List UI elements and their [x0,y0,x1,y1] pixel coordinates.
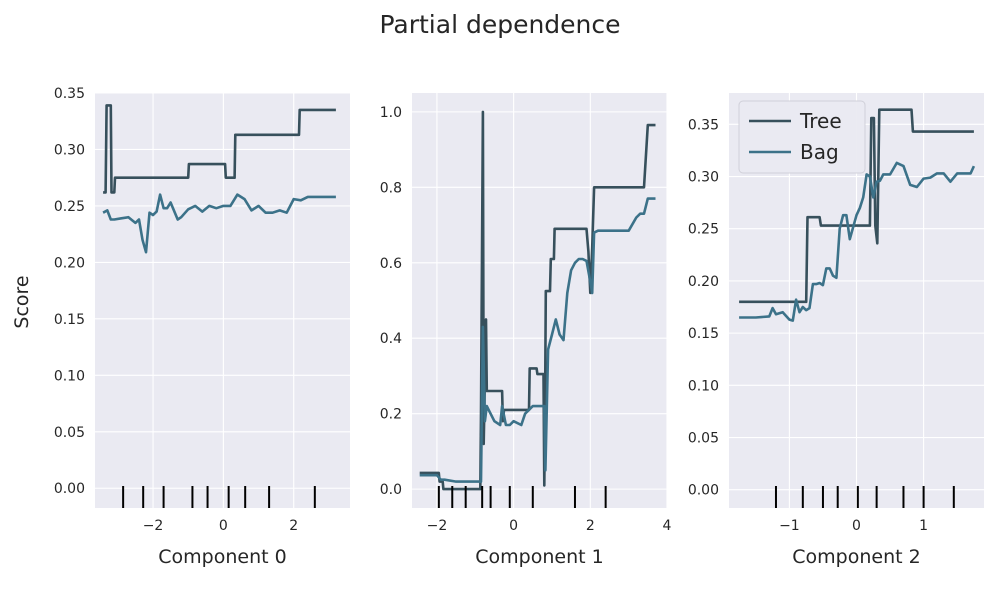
y-tick-label: 0.30 [54,142,85,158]
x-tick-label: 0 [219,518,228,534]
series-line-bag [419,197,656,483]
y-tick-label: 0.35 [688,117,719,133]
subplot-1: 0.0 0.2 0.4 0.6 0.8 1.0 −2 0 2 4 Component 1 [380,93,672,568]
y-tick-label: 0.30 [688,170,719,186]
x-tick-label: 0 [509,518,518,534]
x-tick-label: −2 [427,518,448,534]
y-tick-label: 0.0 [380,482,402,498]
legend: Tree Bag [738,100,866,174]
y-tick-label: 0.6 [380,256,402,272]
y-tick-label: 0.20 [688,274,719,290]
x-tick-label: −1 [779,518,800,534]
x-tick-label: −2 [143,518,164,534]
y-tick-label: 0.10 [54,368,85,384]
y-tick-label: 0.05 [54,425,85,441]
y-tick-label: 0.20 [54,255,85,271]
y-tick-label: 0.35 [54,86,85,102]
y-tick-label: 0.05 [688,431,719,447]
x-tick-label: 1 [919,518,928,534]
series-line-tree [739,108,974,304]
x-tick-label: 4 [663,518,672,534]
legend-box [738,100,866,174]
x-tick-label: 2 [586,518,595,534]
y-tick-label: 1.0 [380,105,402,121]
y-tick-label: 0.10 [688,378,719,394]
subplot-2: 0.00 0.05 0.10 0.15 0.20 0.25 0.30 0.35 −1 0 1 Comp… [688,93,984,568]
series-line-tree [103,104,336,194]
x-axis-label: Component 2 [792,546,920,568]
y-tick-label: 0.25 [688,222,719,238]
legend-label-bag: Bag [800,140,839,164]
x-tick-label: 0 [852,518,861,534]
legend-label-tree: Tree [799,109,842,133]
series-line-bag [102,193,336,254]
y-tick-label: 0.8 [380,180,402,196]
y-tick-label: 0.00 [54,481,85,497]
figure-title: Partial dependence [379,10,621,39]
y-tick-label: 0.15 [688,326,719,342]
y-tick-label: 0.2 [380,407,402,423]
y-tick-label: 0.25 [54,199,85,215]
subplot-0: 0.00 0.05 0.10 0.15 0.20 0.25 0.30 0.35 −2 0 2Comp… [54,86,350,568]
plot-area [412,93,667,508]
y-tick-label: 0.4 [380,331,402,347]
series-line-bag [739,161,976,322]
y-tick-label: 0.00 [688,483,719,499]
x-tick-label: 2 [289,518,298,534]
x-axis-label: Component 1 [475,546,603,568]
y-tick-label: 0.15 [54,312,85,328]
x-axis-label: Component 0 [158,546,286,568]
plot-area [95,93,350,508]
